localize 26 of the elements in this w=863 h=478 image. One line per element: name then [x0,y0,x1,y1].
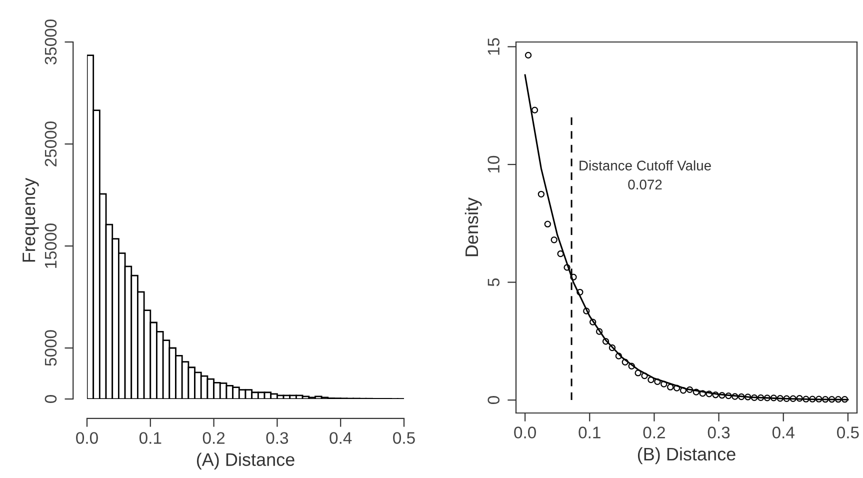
x-tick-label: 0.0 [514,426,536,438]
y-tick-label: 0 [44,395,57,403]
y-tick-label: 0 [488,396,500,404]
x-tick-label: 0.0 [76,432,98,444]
y-tick-label: 15000 [44,223,57,268]
y-tick-label: 25000 [44,121,57,166]
annotation: Distance Cutoff Value 0.072 [580,160,711,190]
x-tick-label: 0.1 [139,432,162,444]
y-tick-label: 5 [488,278,500,286]
x-axis-title: (A) Distance [196,452,294,470]
x-tick-label: 0.5 [393,432,415,444]
x-tick-label: 0.4 [330,432,352,444]
x-tick-label: 0.1 [578,426,600,438]
y-tick-label: 15 [488,38,500,55]
y-tick-label: 5000 [44,330,57,366]
x-axis-title: (B) Distance [638,447,736,464]
y-axis-title: Density [464,197,482,256]
x-tick-label: 0.4 [772,426,794,438]
y-tick-label: 10 [488,156,500,172]
y-axis-title: Frequency [22,178,39,262]
y-tick-label: 35000 [44,19,57,65]
x-tick-label: 0.3 [266,432,288,444]
x-tick-label: 0.5 [837,426,859,438]
x-tick-label: 0.2 [202,432,225,444]
x-tick-label: 0.2 [643,426,665,438]
x-tick-label: 0.3 [708,426,730,438]
